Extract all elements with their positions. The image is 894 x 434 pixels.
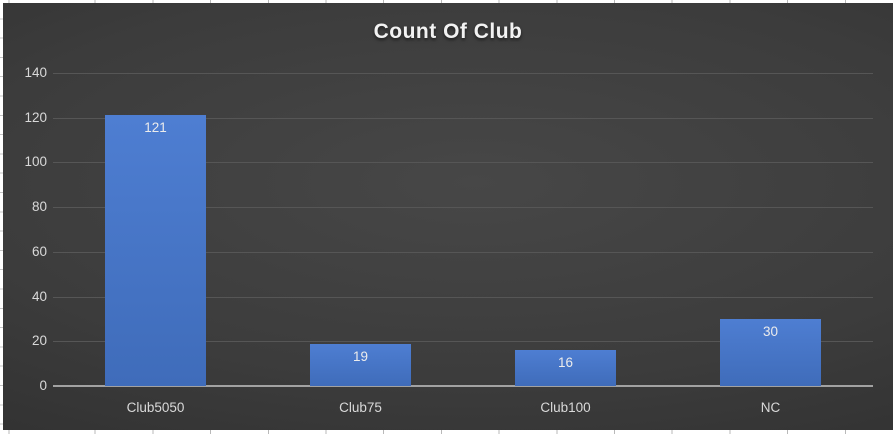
horizontal-gridline: [53, 341, 873, 343]
sheet-gridline-strip-left: [0, 0, 3, 434]
data-label: 19: [352, 349, 369, 364]
y-tick-label: 0: [39, 378, 47, 393]
x-category-label: Club100: [540, 400, 591, 415]
data-label: 30: [762, 324, 779, 339]
bar-club5050[interactable]: 121: [105, 115, 206, 386]
horizontal-gridline: [53, 296, 873, 298]
data-label: 16: [557, 355, 574, 370]
horizontal-gridline: [53, 162, 873, 164]
horizontal-gridline: [53, 117, 873, 119]
y-tick-label: 60: [31, 243, 47, 259]
y-tick-label: 40: [31, 288, 47, 304]
data-label: 121: [144, 120, 167, 135]
x-category-label: NC: [760, 400, 781, 415]
sheet-gridline-strip-top: [0, 0, 894, 3]
y-tick-label: 100: [24, 154, 47, 170]
horizontal-gridline: [53, 73, 873, 74]
plot-area: 121 19 16 30: [53, 73, 873, 387]
x-axis-line: [53, 385, 873, 387]
y-tick-label: 20: [31, 333, 47, 349]
bar-club100[interactable]: 16: [515, 350, 616, 386]
chart-area[interactable]: Count Of Club 121 19 16 30 0 20 40 60 80 100 120 1…: [3, 3, 893, 430]
y-tick-label: 120: [24, 109, 47, 125]
bar-club75[interactable]: 19: [310, 344, 411, 386]
y-tick-label: 80: [31, 199, 47, 215]
y-tick-label: 140: [24, 65, 47, 80]
horizontal-gridline: [53, 251, 873, 253]
bar-nc[interactable]: 30: [720, 319, 821, 386]
sheet-gridline-strip-bottom: [0, 430, 894, 434]
x-category-label: Club5050: [126, 400, 185, 415]
horizontal-gridline: [53, 207, 873, 209]
chart-title[interactable]: Count Of Club: [373, 20, 523, 43]
x-category-label: Club75: [339, 400, 382, 415]
